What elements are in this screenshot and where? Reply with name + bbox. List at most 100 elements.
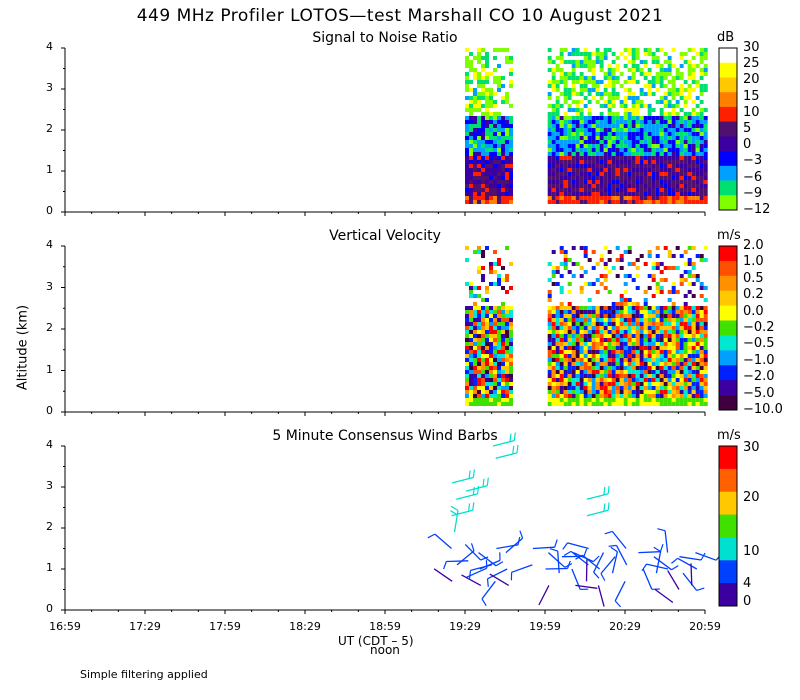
heat-cell bbox=[559, 274, 564, 278]
heat-cell bbox=[465, 402, 469, 406]
heat-cell bbox=[675, 64, 680, 68]
heat-cell bbox=[465, 56, 469, 60]
heat-cell bbox=[575, 330, 580, 334]
heat-cell bbox=[623, 180, 628, 184]
heat-cell bbox=[575, 104, 580, 108]
heat-cell bbox=[493, 68, 497, 72]
heat-cell bbox=[603, 96, 608, 100]
heat-cell bbox=[651, 338, 656, 342]
heat-cell bbox=[683, 108, 688, 112]
heat-cell bbox=[559, 346, 564, 350]
heat-cell bbox=[575, 398, 580, 402]
heat-cell bbox=[555, 346, 560, 350]
heat-cell bbox=[563, 116, 568, 120]
heat-cell bbox=[635, 140, 640, 144]
heat-cell bbox=[687, 188, 692, 192]
heat-cell bbox=[551, 176, 556, 180]
heat-cell bbox=[619, 80, 624, 84]
heat-cell bbox=[571, 96, 576, 100]
heat-cell bbox=[591, 180, 596, 184]
colorbar-swatch bbox=[719, 48, 737, 64]
heat-cell bbox=[627, 250, 632, 254]
heat-cell bbox=[493, 378, 497, 382]
heat-cell bbox=[631, 398, 636, 402]
heat-cell bbox=[651, 76, 656, 80]
heat-cell bbox=[547, 382, 552, 386]
heat-cell bbox=[591, 314, 596, 318]
heat-cell bbox=[501, 68, 505, 72]
heat-cell bbox=[703, 338, 708, 342]
heat-cell bbox=[615, 362, 620, 366]
heat-cell bbox=[639, 374, 644, 378]
heat-cell bbox=[659, 64, 664, 68]
heat-cell bbox=[599, 96, 604, 100]
y-tick-label: 3 bbox=[46, 479, 53, 492]
heat-cell bbox=[465, 132, 469, 136]
heat-cell bbox=[477, 84, 481, 88]
heat-cell bbox=[679, 192, 684, 196]
heat-cell bbox=[679, 394, 684, 398]
heat-cell bbox=[469, 84, 473, 88]
heat-cell bbox=[699, 52, 704, 56]
heat-cell bbox=[493, 192, 497, 196]
x-tick-label: 19:29 bbox=[449, 620, 481, 633]
heat-cell bbox=[647, 120, 652, 124]
heat-cell bbox=[497, 188, 501, 192]
heat-cell bbox=[623, 378, 628, 382]
heat-cell bbox=[651, 108, 656, 112]
heat-cell bbox=[489, 136, 493, 140]
heat-cell bbox=[675, 322, 680, 326]
heat-cell bbox=[473, 132, 477, 136]
heat-cell bbox=[481, 108, 485, 112]
heat-cell bbox=[607, 270, 612, 274]
heat-cell bbox=[643, 314, 648, 318]
heat-cell bbox=[699, 148, 704, 152]
heat-cell bbox=[481, 164, 485, 168]
heat-cell bbox=[647, 168, 652, 172]
heat-cell bbox=[691, 124, 696, 128]
heat-cell bbox=[599, 382, 604, 386]
heat-cell bbox=[663, 402, 668, 406]
heat-cell bbox=[509, 140, 513, 144]
heat-cell bbox=[671, 402, 676, 406]
heat-cell bbox=[465, 350, 469, 354]
heat-cell bbox=[555, 80, 560, 84]
heat-cell bbox=[505, 76, 509, 80]
heat-cell bbox=[591, 56, 596, 60]
heat-cell bbox=[695, 72, 700, 76]
heat-cell bbox=[563, 56, 568, 60]
heat-cell bbox=[555, 104, 560, 108]
heat-cell bbox=[599, 164, 604, 168]
heat-cell bbox=[627, 334, 632, 338]
heat-cell bbox=[643, 136, 648, 140]
heat-cell bbox=[703, 144, 708, 148]
heat-cell bbox=[699, 112, 704, 116]
heat-cell bbox=[547, 310, 552, 314]
heat-cell bbox=[599, 310, 604, 314]
heat-cell bbox=[643, 108, 648, 112]
heat-cell bbox=[683, 362, 688, 366]
colorbar-label: 0.5 bbox=[743, 270, 764, 286]
heat-cell bbox=[615, 318, 620, 322]
heat-cell bbox=[603, 176, 608, 180]
heat-cell bbox=[497, 196, 501, 200]
heat-cell bbox=[695, 382, 700, 386]
heat-cell bbox=[579, 96, 584, 100]
heat-cell bbox=[643, 200, 648, 204]
heat-cell bbox=[607, 366, 612, 370]
heat-cell bbox=[679, 156, 684, 160]
heat-cell bbox=[485, 84, 489, 88]
heat-cell bbox=[485, 72, 489, 76]
heat-cell bbox=[485, 306, 489, 310]
heat-cell bbox=[497, 172, 501, 176]
heat-cell bbox=[699, 60, 704, 64]
heat-cell bbox=[555, 180, 560, 184]
heat-cell bbox=[699, 84, 704, 88]
heat-cell bbox=[619, 398, 624, 402]
heat-cell bbox=[547, 180, 552, 184]
heat-cell bbox=[651, 180, 656, 184]
heat-cell bbox=[611, 314, 616, 318]
heat-cell bbox=[509, 120, 513, 124]
heat-cell bbox=[703, 192, 708, 196]
heat-cell bbox=[655, 160, 660, 164]
